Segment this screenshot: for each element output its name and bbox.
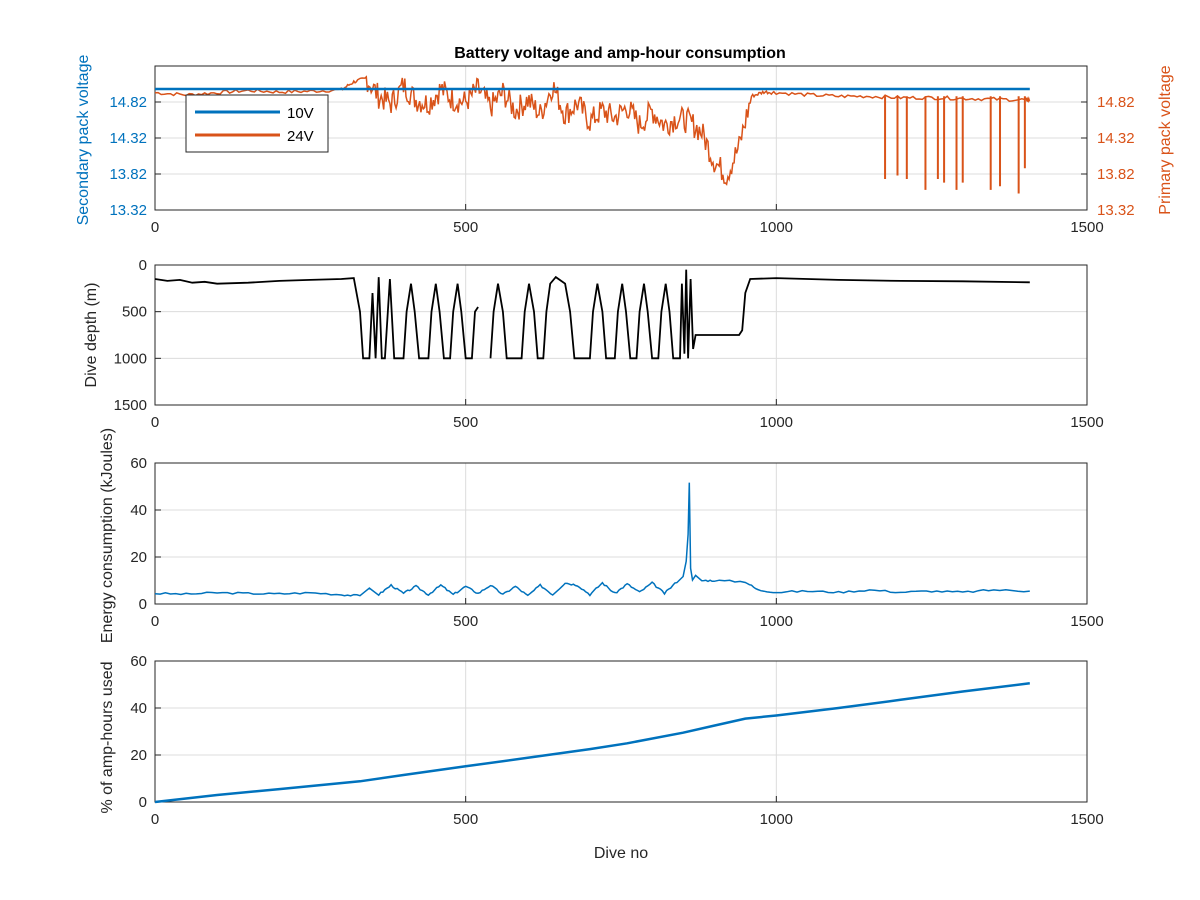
y-tick-label: 20 [130, 747, 147, 764]
figure-title: Battery voltage and amp-hour consumption [454, 45, 786, 62]
amp-hours-line [154, 682, 1030, 804]
depth-line-part1 [154, 277, 479, 360]
y-axis-label-left: Secondary pack voltage [75, 55, 92, 226]
y-tick-label: 1000 [114, 350, 147, 367]
x-tick-label: 1500 [1070, 811, 1103, 828]
y-tick-label: 40 [130, 700, 147, 717]
plot-frame [154, 660, 1088, 803]
legend-label-10v: 10V [287, 105, 314, 122]
y-tick-label-left: 14.82 [109, 94, 147, 111]
y-tick-label: 500 [122, 304, 147, 321]
y-tick-label: 0 [139, 794, 147, 811]
y-tick-label: 60 [130, 455, 147, 472]
y-tick-label: 0 [139, 596, 147, 613]
y-axis-label: Dive depth (m) [83, 283, 100, 388]
x-axis-label: Dive no [594, 845, 648, 862]
x-tick-label: 500 [453, 414, 478, 431]
x-tick-label: 1500 [1070, 414, 1103, 431]
x-tick-label: 1000 [760, 414, 793, 431]
y-tick-label-left: 13.82 [109, 166, 147, 183]
x-tick-label: 0 [151, 613, 159, 630]
y-tick-label-right: 13.82 [1097, 166, 1135, 183]
x-tick-label: 0 [151, 811, 159, 828]
plot-frame [154, 462, 1088, 605]
x-tick-label: 500 [453, 219, 478, 236]
x-tick-label: 0 [151, 219, 159, 236]
x-tick-label: 500 [453, 613, 478, 630]
y-tick-label-left: 13.32 [109, 202, 147, 219]
y-axis-label: % of amp-hours used [99, 661, 116, 813]
legend-label-24v: 24V [287, 128, 314, 145]
y-tick-label: 20 [130, 549, 147, 566]
y-axis-label: Energy consumption (kJoules) [99, 428, 116, 643]
x-tick-label: 1000 [760, 811, 793, 828]
y-tick-label-left: 14.32 [109, 130, 147, 147]
y-axis-label-right: Primary pack voltage [1157, 65, 1174, 214]
legend-box [185, 94, 329, 153]
x-tick-label: 1500 [1070, 219, 1103, 236]
y-tick-label: 40 [130, 502, 147, 519]
y-tick-label-right: 13.32 [1097, 202, 1135, 219]
x-tick-label: 500 [453, 811, 478, 828]
energy-line [154, 482, 1030, 597]
x-tick-label: 0 [151, 414, 159, 431]
panel-4: 0 500 1000 1500 0 20 40 60 % of amp-hours used Di… [99, 653, 1104, 862]
plot-frame [154, 264, 1088, 406]
y-tick-label: 60 [130, 653, 147, 670]
depth-line-part2 [489, 269, 1030, 360]
panel-1: 0 500 1000 150013.3213.8214.3214.8213.3213.… [75, 55, 1174, 236]
x-tick-label: 1000 [760, 219, 793, 236]
y-tick-label: 1500 [114, 397, 147, 414]
x-tick-label: 1000 [760, 613, 793, 630]
y-tick-label-right: 14.32 [1097, 130, 1135, 147]
y-tick-label: 0 [139, 257, 147, 274]
x-tick-label: 1500 [1070, 613, 1103, 630]
y-tick-label-right: 14.82 [1097, 94, 1135, 111]
panel-3: 0 500 1000 1500 0 20 40 60 Energy consumption (k… [99, 428, 1104, 643]
